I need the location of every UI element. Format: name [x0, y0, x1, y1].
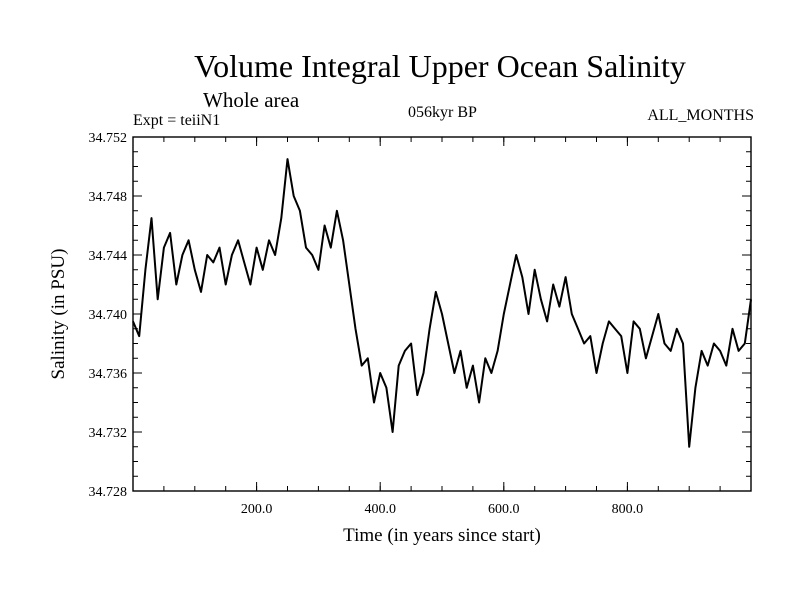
y-tick-label: 34.732: [89, 426, 128, 441]
x-tick-label: 800.0: [612, 502, 644, 517]
chart-title: Volume Integral Upper Ocean Salinity: [194, 48, 686, 84]
tick-labels: 34.728 34.732 34.736 34.740 34.744 34.748 34.7…: [89, 131, 644, 517]
salinity-series-line: [132, 158, 752, 448]
x-tick-label: 600.0: [488, 502, 520, 517]
experiment-label: Expt = teiiN1: [133, 112, 221, 129]
y-tick-label: 34.744: [89, 249, 128, 264]
x-axis-title: Time (in years since start): [343, 525, 541, 546]
plot-frame: [132, 136, 752, 492]
y-tick-label: 34.752: [89, 131, 128, 146]
y-tick-label: 34.740: [89, 308, 128, 323]
y-tick-label: 34.728: [89, 485, 128, 500]
y-tick-label: 34.736: [89, 367, 128, 382]
y-axis-title: Salinity (in PSU): [48, 249, 69, 380]
x-tick-label: 200.0: [241, 502, 273, 517]
x-tick-label: 400.0: [364, 502, 396, 517]
months-label: ALL_MONTHS: [647, 107, 754, 124]
period-label: 056kyr BP: [408, 104, 477, 121]
chart-subtitle: Whole area: [203, 88, 300, 112]
y-tick-label: 34.748: [89, 190, 128, 205]
